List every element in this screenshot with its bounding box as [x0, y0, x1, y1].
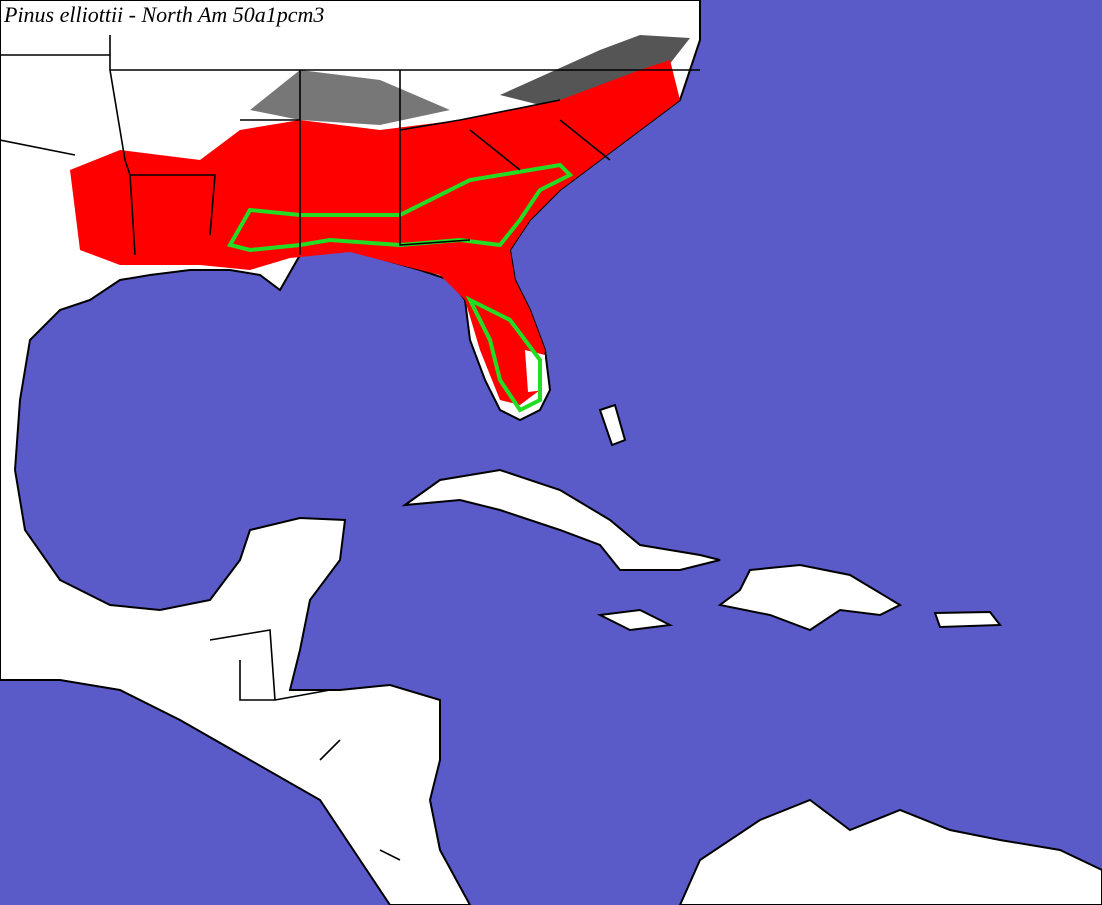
puerto-rico [933, 610, 1002, 629]
country-border [209, 629, 401, 861]
cuba [401, 468, 721, 571]
state-border [0, 35, 700, 256]
hispaniola [717, 563, 903, 632]
suitable-range [70, 60, 680, 405]
native-range [465, 295, 542, 413]
native-range [226, 162, 574, 253]
jamaica [596, 608, 674, 632]
south-america-land [678, 798, 1102, 905]
bahamas [598, 403, 627, 447]
map-title: Pinus elliottii - North Am 50a1pcm3 [3, 2, 324, 27]
